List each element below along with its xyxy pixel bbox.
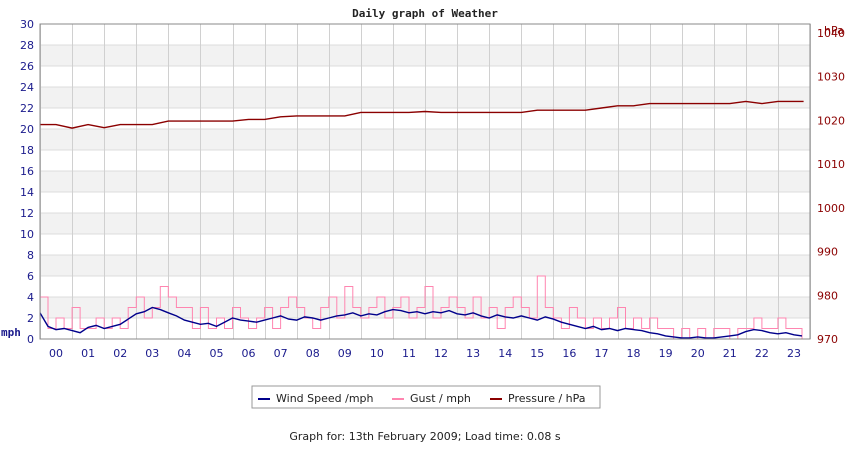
right-tick-label: 1030 <box>817 71 845 84</box>
left-tick-label: 16 <box>20 165 34 178</box>
left-tick-label: 28 <box>20 39 34 52</box>
weather-chart: Daily graph of Weather 02468101214161820… <box>1 7 845 409</box>
legend-label: Pressure / hPa <box>508 392 586 405</box>
x-tick-label: 09 <box>338 347 352 360</box>
x-tick-label: 14 <box>498 347 512 360</box>
x-tick-label: 04 <box>177 347 191 360</box>
plot-frame <box>39 23 811 340</box>
left-tick-label: 26 <box>20 60 34 73</box>
graph-footer: Graph for: 13th February 2009; Load time… <box>289 430 561 443</box>
left-tick-label: 6 <box>27 270 34 283</box>
left-tick-label: 10 <box>20 228 34 241</box>
x-tick-label: 02 <box>113 347 127 360</box>
x-tick-label: 07 <box>274 347 288 360</box>
series-line-gust <box>40 275 810 340</box>
x-tick-label: 21 <box>723 347 737 360</box>
left-tick-label: 0 <box>27 333 34 346</box>
x-tick-label: 01 <box>81 347 95 360</box>
left-tick-label: 12 <box>20 207 34 220</box>
x-tick-label: 17 <box>594 347 608 360</box>
x-axis: 00 01 02 03 04 05 06 07 08 09 10 11 12 13 14 15 16 17 18 19… <box>49 347 801 360</box>
left-tick-label: 2 <box>27 312 34 325</box>
x-tick-label: 12 <box>434 347 448 360</box>
series-line-wind-speed <box>39 306 803 339</box>
x-tick-label: 11 <box>402 347 416 360</box>
left-tick-label: 30 <box>20 18 34 31</box>
x-tick-label: 16 <box>562 347 576 360</box>
right-tick-label: 1020 <box>817 114 845 127</box>
x-tick-label: 19 <box>659 347 673 360</box>
legend-label: Gust / mph <box>410 392 471 405</box>
chart-title: Daily graph of Weather <box>352 7 498 20</box>
x-tick-label: 05 <box>209 347 223 360</box>
x-tick-label: 06 <box>242 347 256 360</box>
legend-label: Wind Speed /mph <box>276 392 374 405</box>
x-tick-label: 20 <box>691 347 705 360</box>
x-tick-label: 10 <box>370 347 384 360</box>
series-line-pressure <box>40 100 804 129</box>
right-tick-label: 990 <box>817 246 838 259</box>
right-tick-label: 1010 <box>817 158 845 171</box>
right-tick-label: 980 <box>817 289 838 302</box>
legend-box <box>251 385 601 409</box>
right-axis-unit: hPa <box>824 24 844 37</box>
x-tick-label: 18 <box>627 347 641 360</box>
left-axis-unit: mph <box>1 326 21 339</box>
left-tick-label: 24 <box>20 81 34 94</box>
right-tick-label: 970 <box>817 333 838 346</box>
left-tick-label: 4 <box>27 291 34 304</box>
left-tick-label: 18 <box>20 144 34 157</box>
left-tick-label: 8 <box>27 249 34 262</box>
x-tick-label: 08 <box>306 347 320 360</box>
right-tick-label: 1040 <box>817 27 845 40</box>
legend: Wind Speed /mph Gust / mph Pressure / hPa <box>251 385 601 409</box>
x-tick-label: 13 <box>466 347 480 360</box>
left-tick-label: 20 <box>20 123 34 136</box>
x-tick-label: 00 <box>49 347 63 360</box>
x-tick-label: 15 <box>530 347 544 360</box>
x-tick-label: 23 <box>787 347 801 360</box>
series-layer <box>39 100 810 340</box>
left-tick-label: 22 <box>20 102 34 115</box>
right-tick-label: 1000 <box>817 202 845 215</box>
right-axis: 970 980 990 1000 1010 1020 1030 1040 <box>817 27 845 346</box>
x-tick-label: 03 <box>145 347 159 360</box>
x-tick-label: 22 <box>755 347 769 360</box>
left-tick-label: 14 <box>20 186 34 199</box>
